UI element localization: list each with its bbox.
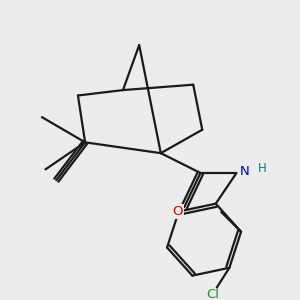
Text: H: H [258, 162, 267, 175]
Text: O: O [172, 205, 183, 218]
Text: N: N [240, 165, 250, 178]
Text: Cl: Cl [207, 288, 220, 300]
